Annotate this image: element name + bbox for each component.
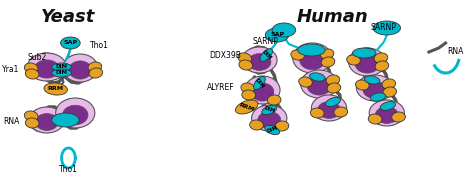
Ellipse shape	[61, 37, 80, 49]
Ellipse shape	[34, 60, 60, 78]
Ellipse shape	[248, 53, 271, 70]
Ellipse shape	[24, 63, 38, 73]
Ellipse shape	[275, 121, 289, 131]
Ellipse shape	[262, 105, 277, 115]
Ellipse shape	[368, 114, 382, 124]
Ellipse shape	[293, 43, 332, 73]
Ellipse shape	[307, 77, 331, 95]
Ellipse shape	[320, 49, 334, 59]
Text: ALYREF: ALYREF	[207, 84, 235, 92]
Text: DIM: DIM	[55, 70, 68, 75]
Text: Yeast: Yeast	[41, 8, 96, 26]
Ellipse shape	[260, 49, 273, 61]
Ellipse shape	[298, 44, 325, 56]
Ellipse shape	[252, 105, 287, 131]
Ellipse shape	[365, 76, 380, 84]
Ellipse shape	[392, 112, 405, 122]
Text: SAP: SAP	[64, 41, 77, 46]
Text: Tho1: Tho1	[59, 166, 78, 174]
Ellipse shape	[63, 105, 88, 125]
Ellipse shape	[356, 75, 394, 101]
Ellipse shape	[251, 83, 274, 101]
Ellipse shape	[63, 54, 98, 82]
Ellipse shape	[300, 50, 325, 70]
Ellipse shape	[321, 57, 335, 67]
Ellipse shape	[245, 76, 280, 104]
Ellipse shape	[242, 47, 277, 73]
Ellipse shape	[27, 53, 66, 81]
Ellipse shape	[299, 77, 312, 87]
Ellipse shape	[326, 75, 340, 85]
Ellipse shape	[326, 97, 340, 107]
Ellipse shape	[311, 95, 346, 121]
Text: SAP: SAP	[270, 32, 284, 37]
Ellipse shape	[310, 108, 324, 118]
Ellipse shape	[264, 125, 280, 135]
Text: DIM: DIM	[260, 49, 272, 61]
Ellipse shape	[310, 73, 325, 81]
Ellipse shape	[239, 60, 253, 70]
Ellipse shape	[25, 118, 39, 128]
Ellipse shape	[241, 83, 255, 93]
Ellipse shape	[267, 95, 281, 105]
Ellipse shape	[242, 90, 255, 100]
Ellipse shape	[44, 83, 67, 95]
Ellipse shape	[250, 120, 264, 130]
Ellipse shape	[327, 83, 341, 93]
Ellipse shape	[363, 82, 387, 98]
Ellipse shape	[236, 100, 258, 114]
Ellipse shape	[346, 55, 360, 65]
Ellipse shape	[36, 113, 58, 130]
Text: SARNP: SARNP	[370, 24, 396, 32]
Text: RNA: RNA	[3, 118, 19, 126]
Ellipse shape	[355, 55, 379, 73]
Ellipse shape	[318, 102, 340, 119]
Text: Human: Human	[297, 8, 369, 26]
Text: RNA: RNA	[447, 47, 464, 57]
Text: Tho1: Tho1	[90, 41, 109, 49]
Ellipse shape	[348, 48, 386, 76]
Ellipse shape	[52, 69, 72, 77]
Ellipse shape	[89, 68, 103, 78]
Ellipse shape	[55, 98, 95, 128]
Ellipse shape	[254, 76, 265, 90]
Text: DDX39B: DDX39B	[209, 51, 241, 59]
Ellipse shape	[258, 112, 281, 129]
Text: RRM: RRM	[238, 102, 255, 112]
Ellipse shape	[369, 100, 404, 126]
Ellipse shape	[356, 80, 369, 90]
Ellipse shape	[52, 113, 79, 127]
Ellipse shape	[301, 70, 338, 98]
Ellipse shape	[374, 53, 388, 63]
Ellipse shape	[375, 107, 398, 124]
Ellipse shape	[382, 79, 396, 89]
Text: Yra1: Yra1	[2, 65, 19, 74]
Ellipse shape	[88, 62, 101, 72]
Ellipse shape	[25, 69, 39, 79]
Text: RRM: RRM	[47, 86, 64, 91]
Ellipse shape	[380, 102, 395, 110]
Text: DIM: DIM	[266, 126, 279, 134]
Ellipse shape	[69, 61, 91, 79]
Text: DIM: DIM	[254, 77, 265, 89]
Ellipse shape	[383, 87, 397, 97]
Ellipse shape	[370, 93, 386, 101]
Ellipse shape	[373, 21, 401, 35]
Ellipse shape	[353, 48, 376, 58]
Ellipse shape	[334, 107, 347, 117]
Ellipse shape	[238, 53, 252, 63]
Ellipse shape	[272, 23, 296, 37]
Ellipse shape	[29, 107, 64, 133]
Text: DIM: DIM	[263, 106, 275, 114]
Text: SARNP: SARNP	[253, 37, 278, 47]
Ellipse shape	[24, 111, 38, 121]
Ellipse shape	[291, 50, 304, 60]
Ellipse shape	[265, 28, 289, 42]
Ellipse shape	[375, 61, 389, 71]
Text: DIM: DIM	[55, 64, 68, 69]
Ellipse shape	[52, 63, 72, 71]
Text: Sub2: Sub2	[27, 52, 46, 62]
